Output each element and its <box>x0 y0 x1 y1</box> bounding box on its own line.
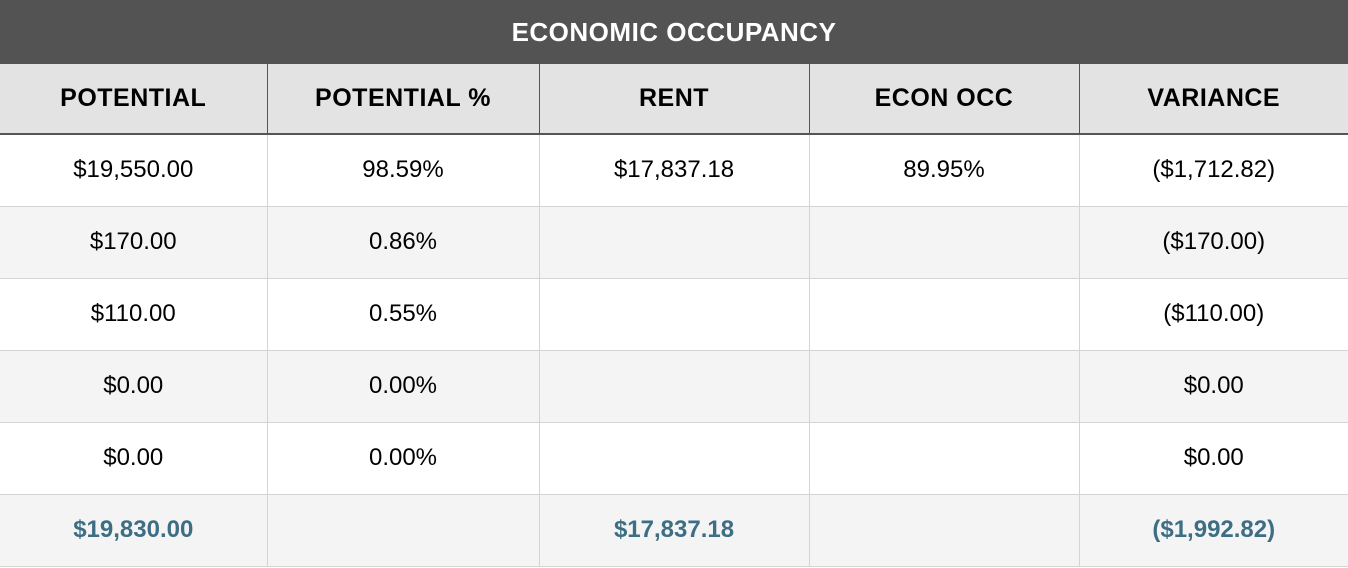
cell-rent: $17,837.18 <box>538 134 809 207</box>
cell-econ-occ <box>808 422 1079 495</box>
cell-potential: $170.00 <box>0 206 267 279</box>
cell-potential: $0.00 <box>0 422 267 495</box>
total-potential: $19,830.00 <box>0 494 267 567</box>
table-row: $110.00 0.55% ($110.00) <box>0 278 1348 351</box>
cell-variance: ($170.00) <box>1078 206 1348 279</box>
cell-variance: $0.00 <box>1078 350 1348 423</box>
cell-rent <box>538 350 809 423</box>
cell-rent <box>538 422 809 495</box>
economic-occupancy-table: POTENTIAL POTENTIAL % RENT ECON OCC VARI… <box>0 64 1348 567</box>
column-header-variance: VARIANCE <box>1078 64 1348 135</box>
total-econ-occ <box>808 494 1079 567</box>
cell-variance: ($110.00) <box>1078 278 1348 351</box>
cell-rent <box>538 206 809 279</box>
cell-potential-percent: 0.86% <box>266 206 539 279</box>
header-row: POTENTIAL POTENTIAL % RENT ECON OCC VARI… <box>0 64 1348 135</box>
cell-potential-percent: 0.00% <box>266 350 539 423</box>
table-row: $0.00 0.00% $0.00 <box>0 350 1348 423</box>
cell-potential-percent: 0.55% <box>266 278 539 351</box>
cell-potential: $19,550.00 <box>0 134 267 207</box>
totals-row: $19,830.00 $17,837.18 ($1,992.82) <box>0 494 1348 567</box>
cell-econ-occ <box>808 350 1079 423</box>
total-rent: $17,837.18 <box>538 494 809 567</box>
cell-potential: $110.00 <box>0 278 267 351</box>
cell-potential: $0.00 <box>0 350 267 423</box>
column-header-rent: RENT <box>538 64 809 135</box>
table-title: ECONOMIC OCCUPANCY <box>0 0 1348 64</box>
cell-econ-occ <box>808 206 1079 279</box>
cell-econ-occ: 89.95% <box>808 134 1079 207</box>
column-header-potential-percent: POTENTIAL % <box>266 64 539 135</box>
total-potential-percent <box>266 494 539 567</box>
table-row: $170.00 0.86% ($170.00) <box>0 206 1348 279</box>
total-variance: ($1,992.82) <box>1078 494 1348 567</box>
column-header-potential: POTENTIAL <box>0 64 267 135</box>
cell-econ-occ <box>808 278 1079 351</box>
cell-potential-percent: 98.59% <box>266 134 539 207</box>
cell-variance: ($1,712.82) <box>1078 134 1348 207</box>
cell-potential-percent: 0.00% <box>266 422 539 495</box>
cell-variance: $0.00 <box>1078 422 1348 495</box>
cell-rent <box>538 278 809 351</box>
column-header-econ-occ: ECON OCC <box>808 64 1079 135</box>
table-row: $0.00 0.00% $0.00 <box>0 422 1348 495</box>
table-row: $19,550.00 98.59% $17,837.18 89.95% ($1,… <box>0 134 1348 207</box>
